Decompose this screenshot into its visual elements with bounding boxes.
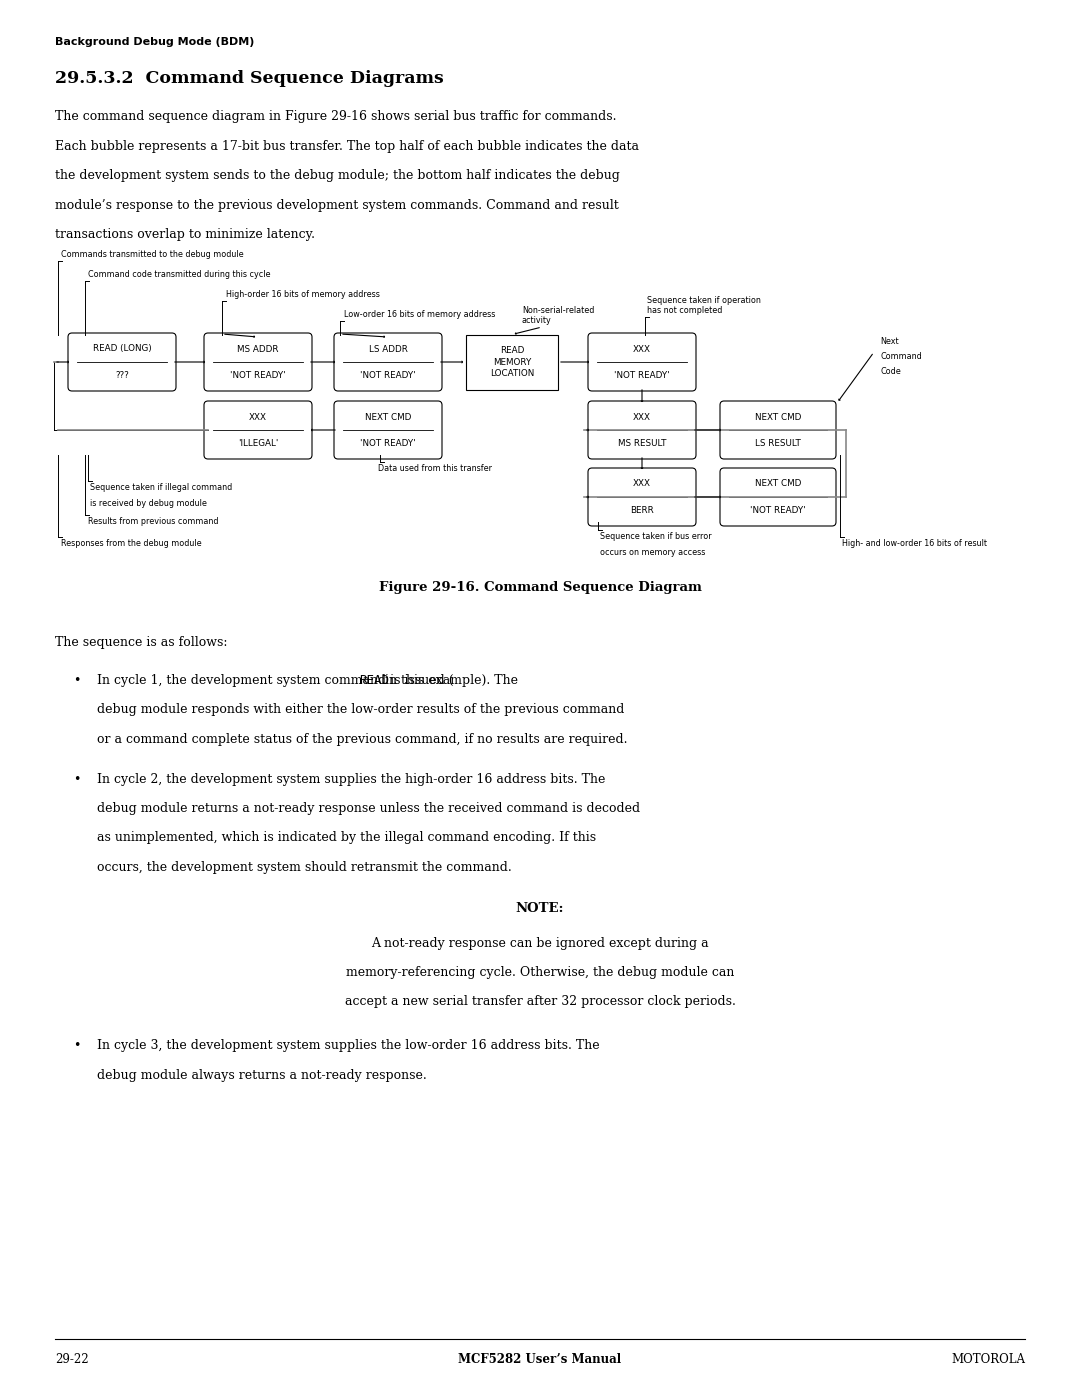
- Text: 'NOT READY': 'NOT READY': [360, 439, 416, 447]
- Text: 29.5.3.2  Command Sequence Diagrams: 29.5.3.2 Command Sequence Diagrams: [55, 70, 444, 87]
- Text: MOTOROLA: MOTOROLA: [951, 1354, 1025, 1366]
- Text: is received by debug module: is received by debug module: [90, 499, 207, 509]
- Text: NOTE:: NOTE:: [516, 902, 564, 915]
- Text: Sequence taken if bus error: Sequence taken if bus error: [600, 532, 712, 541]
- Text: Data used from this transfer: Data used from this transfer: [378, 464, 492, 474]
- Text: activity: activity: [522, 316, 552, 326]
- Text: Low-order 16 bits of memory address: Low-order 16 bits of memory address: [345, 310, 496, 319]
- Text: Commands transmitted to the debug module: Commands transmitted to the debug module: [60, 250, 244, 258]
- Text: 29-22: 29-22: [55, 1354, 89, 1366]
- Text: accept a new serial transfer after 32 processor clock periods.: accept a new serial transfer after 32 pr…: [345, 996, 735, 1009]
- Text: Figure 29-16. Command Sequence Diagram: Figure 29-16. Command Sequence Diagram: [379, 581, 701, 594]
- Text: XXX: XXX: [249, 412, 267, 422]
- Text: Code: Code: [880, 367, 901, 376]
- Text: Background Debug Mode (BDM): Background Debug Mode (BDM): [55, 36, 255, 47]
- FancyBboxPatch shape: [588, 332, 696, 391]
- Text: Command code transmitted during this cycle: Command code transmitted during this cyc…: [87, 270, 270, 279]
- Text: READ
MEMORY
LOCATION: READ MEMORY LOCATION: [490, 346, 535, 377]
- Text: LS RESULT: LS RESULT: [755, 439, 801, 447]
- Text: occurs on memory access: occurs on memory access: [600, 548, 705, 557]
- Text: module’s response to the previous development system commands. Command and resul: module’s response to the previous develo…: [55, 198, 619, 211]
- Text: NEXT CMD: NEXT CMD: [755, 412, 801, 422]
- Text: High-order 16 bits of memory address: High-order 16 bits of memory address: [226, 291, 380, 299]
- Text: has not completed: has not completed: [647, 306, 723, 314]
- Text: occurs, the development system should retransmit the command.: occurs, the development system should re…: [97, 861, 512, 875]
- Text: XXX: XXX: [633, 345, 651, 353]
- Text: LS ADDR: LS ADDR: [368, 345, 407, 353]
- FancyBboxPatch shape: [334, 332, 442, 391]
- FancyBboxPatch shape: [204, 401, 312, 460]
- Text: 'NOT READY': 'NOT READY': [230, 370, 286, 380]
- Text: debug module returns a not-ready response unless the received command is decoded: debug module returns a not-ready respons…: [97, 802, 640, 814]
- Text: In cycle 2, the development system supplies the high-order 16 address bits. The: In cycle 2, the development system suppl…: [97, 773, 606, 785]
- Text: or a command complete status of the previous command, if no results are required: or a command complete status of the prev…: [97, 733, 627, 746]
- Text: Sequence taken if illegal command: Sequence taken if illegal command: [90, 483, 232, 492]
- Bar: [465, 334, 558, 390]
- FancyBboxPatch shape: [720, 468, 836, 527]
- FancyBboxPatch shape: [588, 468, 696, 527]
- Text: The command sequence diagram in Figure 29-16 shows serial bus traffic for comman: The command sequence diagram in Figure 2…: [55, 110, 617, 123]
- Text: A not-ready response can be ignored except during a: A not-ready response can be ignored exce…: [372, 936, 708, 950]
- Text: debug module responds with either the low-order results of the previous command: debug module responds with either the lo…: [97, 704, 624, 717]
- Text: as unimplemented, which is indicated by the illegal command encoding. If this: as unimplemented, which is indicated by …: [97, 831, 596, 845]
- Text: READ: READ: [359, 673, 389, 687]
- Text: Each bubble represents a 17-bit bus transfer. The top half of each bubble indica: Each bubble represents a 17-bit bus tran…: [55, 140, 639, 152]
- Text: Non-serial-related: Non-serial-related: [522, 306, 594, 314]
- Text: The sequence is as follows:: The sequence is as follows:: [55, 636, 228, 650]
- Text: High- and low-order 16 bits of result: High- and low-order 16 bits of result: [842, 539, 987, 548]
- Text: 'NOT READY': 'NOT READY': [751, 506, 806, 514]
- FancyBboxPatch shape: [68, 332, 176, 391]
- Text: Results from previous command: Results from previous command: [87, 517, 218, 527]
- FancyBboxPatch shape: [720, 401, 836, 460]
- Text: •: •: [73, 773, 80, 785]
- Text: transactions overlap to minimize latency.: transactions overlap to minimize latency…: [55, 228, 315, 242]
- Text: 'NOT READY': 'NOT READY': [360, 370, 416, 380]
- Text: 'ILLEGAL': 'ILLEGAL': [238, 439, 279, 447]
- Text: XXX: XXX: [633, 479, 651, 489]
- Text: ???: ???: [116, 370, 129, 380]
- Text: Next: Next: [880, 337, 899, 346]
- Text: XXX: XXX: [633, 412, 651, 422]
- Text: 'NOT READY': 'NOT READY': [615, 370, 670, 380]
- Text: NEXT CMD: NEXT CMD: [365, 412, 411, 422]
- Text: Command: Command: [880, 352, 921, 360]
- Text: memory-referencing cycle. Otherwise, the debug module can: memory-referencing cycle. Otherwise, the…: [346, 965, 734, 979]
- Text: NEXT CMD: NEXT CMD: [755, 479, 801, 489]
- FancyBboxPatch shape: [334, 401, 442, 460]
- Text: MS RESULT: MS RESULT: [618, 439, 666, 447]
- Text: •: •: [73, 1039, 80, 1052]
- Text: BERR: BERR: [630, 506, 653, 514]
- FancyBboxPatch shape: [204, 332, 312, 391]
- Text: In cycle 1, the development system command is issued (: In cycle 1, the development system comma…: [97, 673, 454, 687]
- Text: in this example). The: in this example). The: [380, 673, 517, 687]
- Text: MS ADDR: MS ADDR: [238, 345, 279, 353]
- Text: the development system sends to the debug module; the bottom half indicates the : the development system sends to the debu…: [55, 169, 620, 182]
- Text: Responses from the debug module: Responses from the debug module: [60, 539, 202, 548]
- Text: Sequence taken if operation: Sequence taken if operation: [647, 296, 761, 305]
- Text: MCF5282 User’s Manual: MCF5282 User’s Manual: [458, 1354, 622, 1366]
- Text: debug module always returns a not-ready response.: debug module always returns a not-ready …: [97, 1069, 427, 1081]
- Text: READ (LONG): READ (LONG): [93, 345, 151, 353]
- FancyBboxPatch shape: [588, 401, 696, 460]
- Text: In cycle 3, the development system supplies the low-order 16 address bits. The: In cycle 3, the development system suppl…: [97, 1039, 599, 1052]
- Text: •: •: [73, 673, 80, 687]
